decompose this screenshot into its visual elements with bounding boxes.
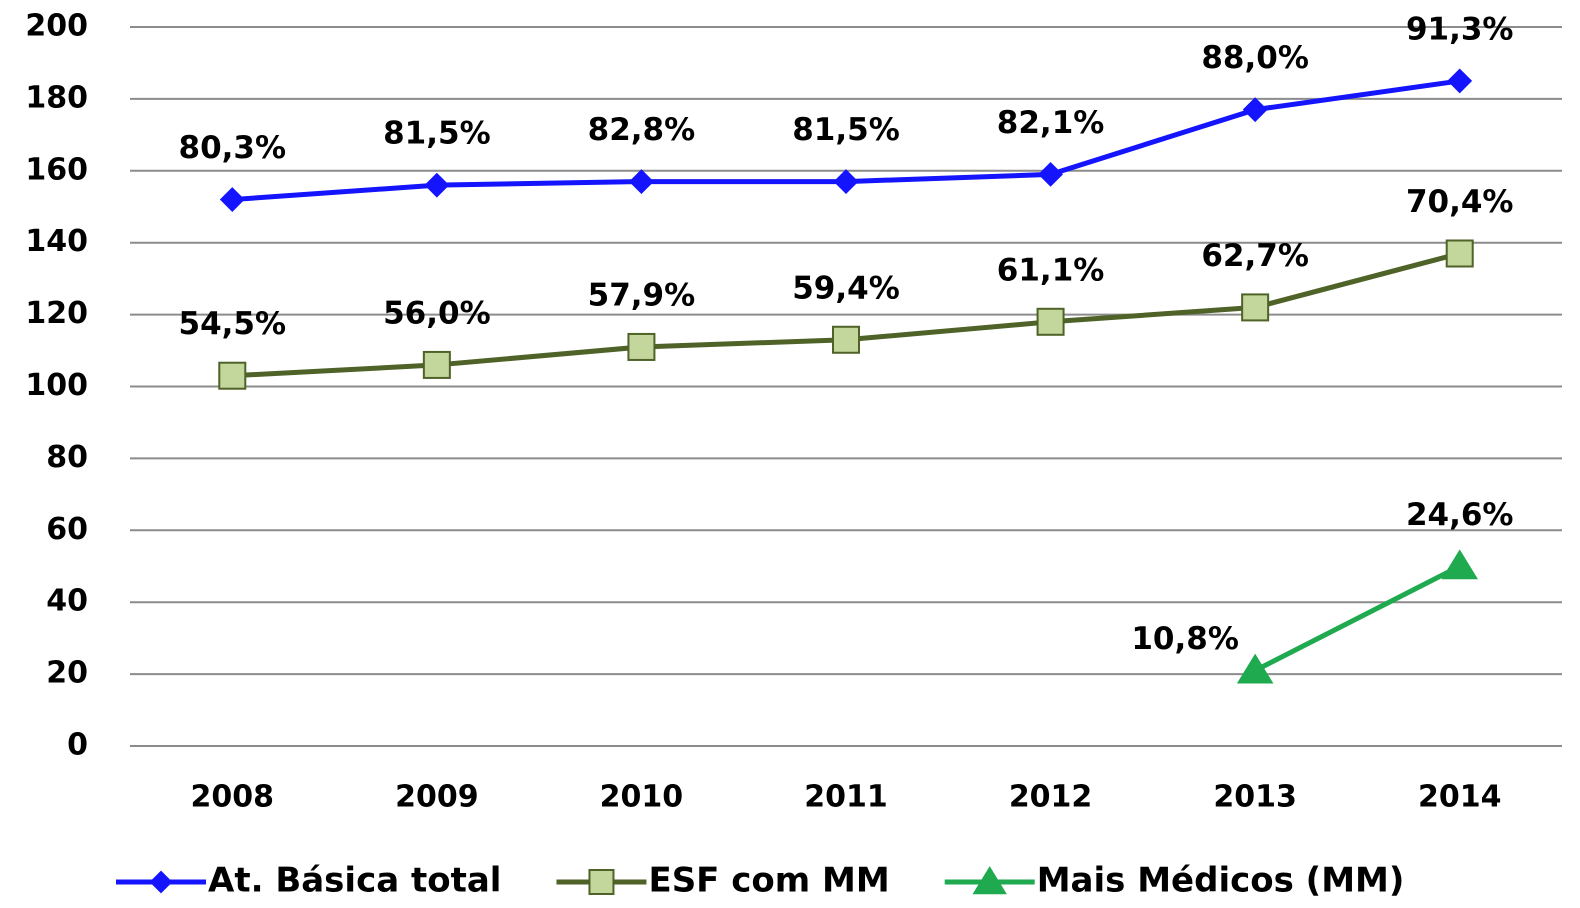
x-tick-label: 2008 — [191, 780, 275, 815]
point-marker — [219, 187, 245, 212]
legend-label: ESF com MM — [648, 861, 889, 901]
point-marker — [1038, 161, 1063, 187]
legend-marker — [149, 870, 173, 894]
point-marker — [422, 350, 451, 379]
x-tick-label: 2012 — [1009, 780, 1093, 815]
x-tick-label: 2011 — [804, 780, 888, 815]
data-label: 82,8% — [588, 112, 696, 148]
y-tick-label: 160 — [25, 152, 88, 187]
data-label: 91,3% — [1406, 11, 1514, 47]
point-marker — [629, 169, 654, 194]
x-tick-label: 2014 — [1418, 780, 1502, 815]
y-tick-label: 20 — [46, 656, 88, 691]
data-label: 70,4% — [1406, 184, 1514, 220]
point-marker — [1447, 68, 1473, 94]
data-label: 10,8% — [1131, 621, 1239, 657]
x-tick-label: 2010 — [600, 780, 684, 815]
point-marker — [627, 332, 656, 361]
point-marker — [1242, 97, 1268, 123]
y-tick-label: 60 — [46, 512, 88, 547]
data-label: 62,7% — [1201, 238, 1309, 274]
point-marker — [1036, 307, 1065, 336]
y-tick-label: 0 — [67, 728, 88, 763]
y-tick-label: 40 — [46, 584, 88, 619]
data-label: 59,4% — [792, 270, 900, 306]
y-tick-label: 120 — [25, 296, 88, 331]
x-tick-label: 2013 — [1213, 780, 1297, 815]
data-label: 82,1% — [997, 105, 1105, 141]
point-marker — [1236, 653, 1274, 684]
point-marker — [833, 169, 859, 194]
legend-marker — [972, 866, 1007, 895]
point-marker — [832, 325, 860, 354]
y-tick-label: 140 — [25, 224, 88, 259]
legend-marker — [588, 869, 615, 895]
legend-label: At. Básica total — [208, 861, 501, 901]
data-label: 56,0% — [383, 295, 491, 331]
y-tick-label: 200 — [25, 9, 88, 44]
data-label: 24,6% — [1406, 497, 1514, 533]
data-label: 80,3% — [179, 130, 287, 166]
data-label: 81,5% — [792, 112, 900, 148]
legend-label: Mais Médicos (MM) — [1037, 861, 1405, 901]
data-label: 54,5% — [179, 306, 287, 342]
series-line — [1254, 564, 1461, 673]
point-marker — [424, 172, 450, 198]
data-label: 61,1% — [997, 252, 1105, 288]
data-label: 88,0% — [1201, 40, 1309, 76]
y-tick-label: 180 — [25, 80, 88, 115]
point-marker — [1441, 549, 1478, 580]
y-tick-label: 100 — [25, 368, 88, 403]
point-marker — [218, 361, 247, 390]
data-label: 81,5% — [383, 116, 491, 152]
point-marker — [1445, 239, 1474, 268]
x-tick-label: 2009 — [395, 780, 479, 815]
data-label: 57,9% — [588, 277, 696, 313]
y-tick-label: 80 — [46, 440, 88, 475]
point-marker — [1241, 293, 1270, 322]
